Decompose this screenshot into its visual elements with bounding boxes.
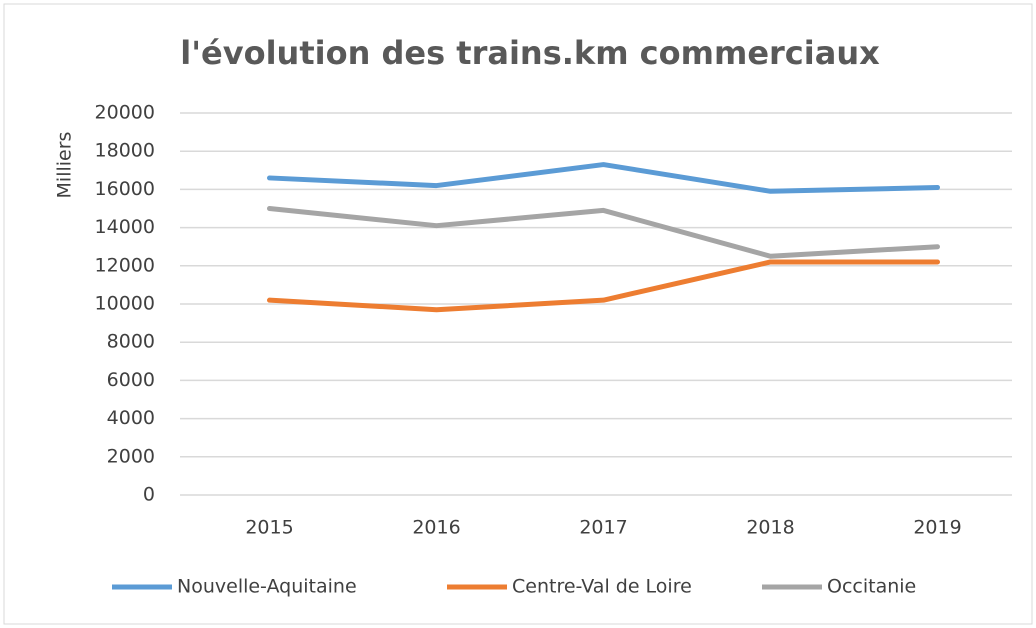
y-tick-label: 14000 (95, 216, 155, 238)
series-line (267, 259, 940, 313)
y-tick-label: 2000 (107, 445, 155, 467)
y-tick-label: 18000 (95, 140, 155, 162)
y-tick-label: 12000 (95, 254, 155, 276)
y-tick-label: 8000 (107, 331, 155, 353)
x-tick-label: 2016 (412, 517, 460, 539)
x-tick-label: 2017 (579, 517, 627, 539)
y-tick-label: 10000 (95, 293, 155, 315)
y-axis-label: Milliers (54, 132, 76, 199)
legend-label: Nouvelle-Aquitaine (177, 576, 357, 598)
legend-label: Occitanie (827, 576, 916, 598)
chart-title: l'évolution des trains.km commerciaux (180, 34, 880, 72)
series-line (267, 206, 940, 259)
chart-frame (3, 3, 1033, 625)
legend-label: Centre-Val de Loire (512, 576, 692, 598)
x-tick-label: 2015 (245, 517, 293, 539)
y-tick-label: 16000 (95, 178, 155, 200)
x-tick-label: 2019 (913, 517, 961, 539)
y-tick-label: 4000 (107, 407, 155, 429)
series-line (267, 162, 940, 194)
y-tick-label: 20000 (95, 102, 155, 124)
y-tick-label: 6000 (107, 369, 155, 391)
x-tick-label: 2018 (746, 517, 794, 539)
y-tick-label: 0 (143, 484, 155, 506)
